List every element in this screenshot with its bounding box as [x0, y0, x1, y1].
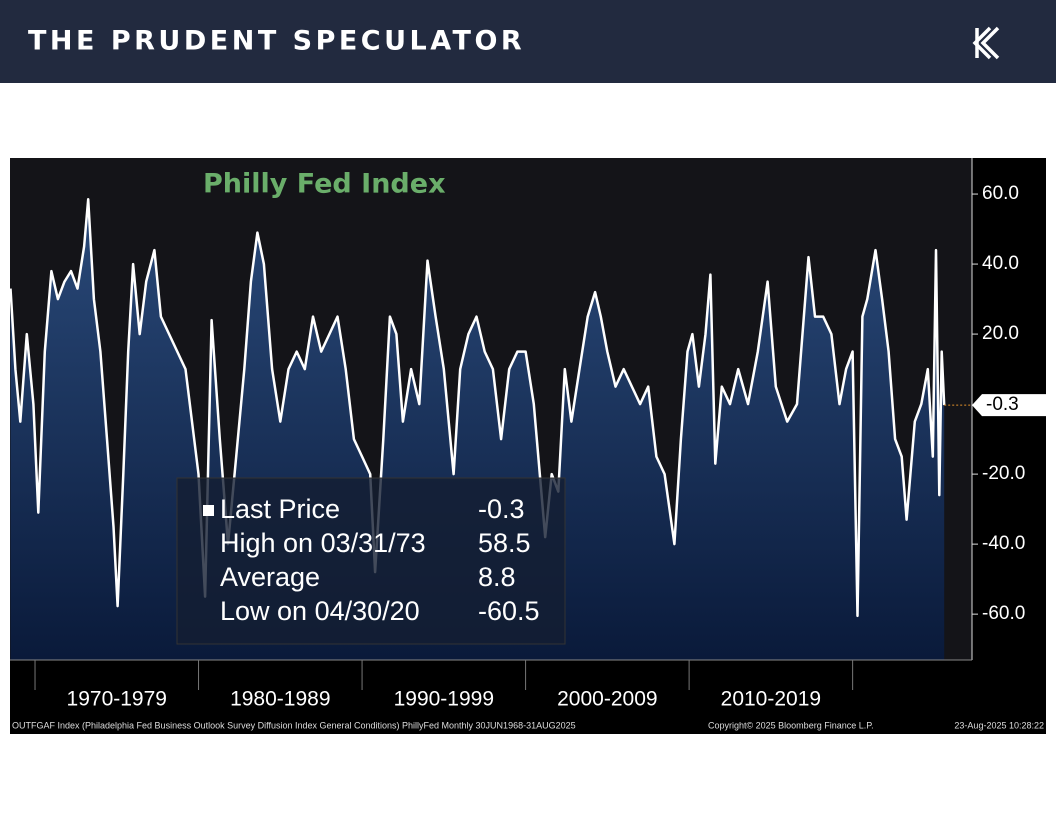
x-tick-label: 1980-1989: [230, 688, 330, 711]
x-tick-label: 2010-2019: [721, 688, 821, 711]
logo: [972, 26, 1000, 60]
legend-label: High on 03/31/73: [220, 528, 426, 558]
legend-value: -0.3: [478, 494, 525, 524]
header-bar: [0, 0, 1056, 83]
legend: Last Price -0.3 High on 03/31/73 58.5 Averag…: [203, 494, 540, 626]
chart-title: Philly Fed Index: [203, 169, 446, 200]
legend-label: Average: [220, 562, 320, 592]
y-tick-label: -40.0: [982, 533, 1025, 554]
footer-timestamp: 23-Aug-2025 10:28:22: [954, 720, 1044, 730]
last-price-label: -0.3: [986, 394, 1019, 415]
legend-label: Low on 04/30/20: [220, 596, 420, 626]
y-tick-label: -20.0: [982, 463, 1025, 484]
y-tick-label: -60.0: [982, 603, 1025, 624]
footer-source: OUTFGAF Index (Philadelphia Fed Business…: [12, 720, 576, 730]
x-tick-label: 2000-2009: [557, 688, 657, 711]
y-tick-label: 20.0: [982, 323, 1019, 344]
last-price-tag: [972, 394, 1046, 417]
legend-label: Last Price: [220, 494, 340, 524]
legend-box: [176, 477, 566, 645]
footer-copyright: Copyright© 2025 Bloomberg Finance L.P.: [708, 720, 874, 730]
x-tick-label: 1970-1979: [67, 688, 167, 711]
legend-value: 58.5: [478, 528, 531, 558]
y-tick-label: 60.0: [982, 183, 1019, 204]
legend-value: 8.8: [478, 562, 516, 592]
x-tick-label: 1990-1999: [394, 688, 494, 711]
line: [9, 198, 946, 618]
header-title: THE PRUDENT SPECULATOR: [28, 26, 525, 57]
legend-value: -60.5: [478, 596, 540, 626]
legend-swatch: [203, 505, 214, 516]
y-tick-label: 40.0: [982, 253, 1019, 274]
